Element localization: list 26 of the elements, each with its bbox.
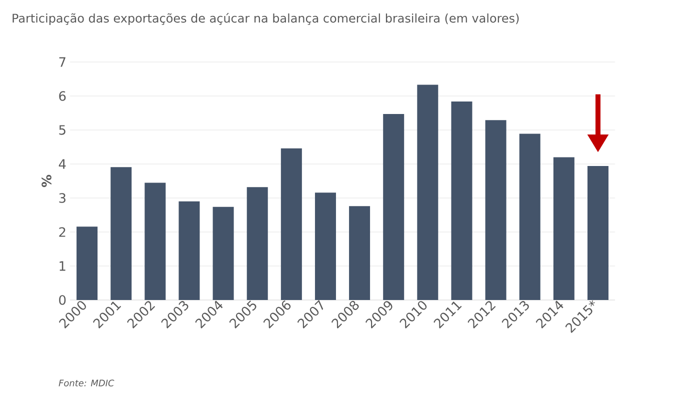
bar: [144, 182, 166, 300]
bar: [76, 226, 98, 300]
y-tick-label: 5: [59, 125, 66, 135]
bar: [349, 206, 370, 300]
y-tick-label: 1: [60, 261, 66, 271]
bar: [314, 192, 336, 300]
bar: [553, 157, 574, 300]
bar: [110, 167, 132, 300]
bar: [178, 201, 200, 300]
y-tick-label: 2: [59, 227, 66, 237]
bar: [451, 101, 472, 300]
bar: [383, 114, 404, 300]
y-tick-label: 6: [59, 91, 66, 101]
y-tick-label: 3: [59, 193, 66, 203]
bar: [485, 120, 506, 300]
chart-title: Participação das exportações de açúcar na balança comercial brasileira (em valores): [12, 12, 519, 26]
y-tick-label: 7: [59, 57, 66, 67]
bar: [587, 166, 608, 300]
bar: [212, 206, 234, 300]
bar: [417, 84, 438, 300]
y-tick-label: 4: [58, 159, 66, 169]
bar: [280, 148, 302, 300]
y-axis-title: %: [42, 174, 52, 188]
bar: [246, 187, 268, 300]
source-note: Fonte: MDIC: [58, 380, 114, 386]
bar: [519, 134, 540, 300]
